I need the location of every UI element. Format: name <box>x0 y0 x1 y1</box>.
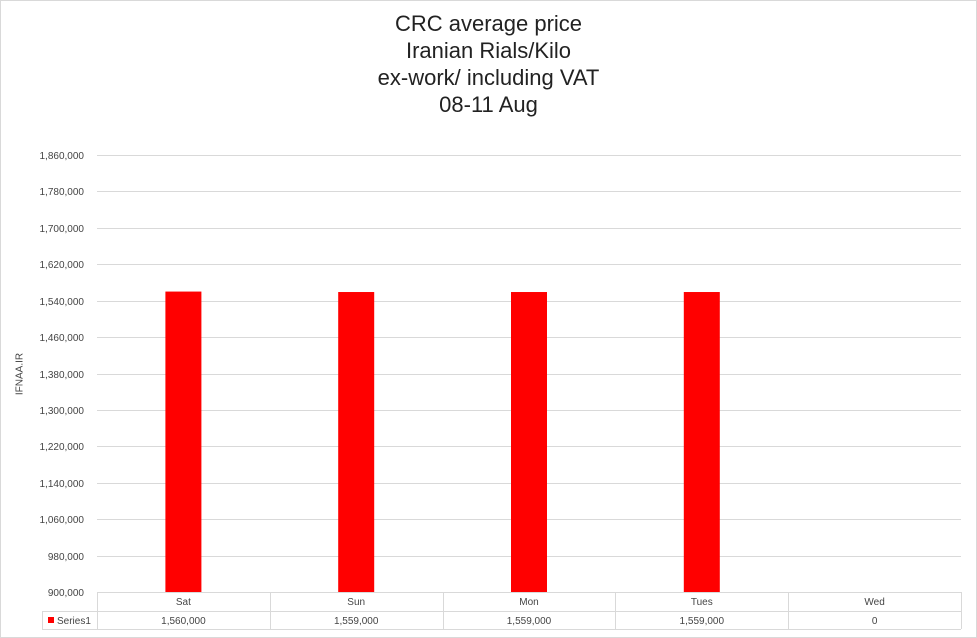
x-category-label: Tues <box>691 597 713 608</box>
x-category-label: Wed <box>864 597 884 608</box>
legend-swatch <box>48 617 54 623</box>
bar <box>511 292 547 592</box>
chart-title: CRC average price Iranian Rials/Kilo ex-… <box>0 10 977 118</box>
legend-series-name: Series1 <box>57 616 91 627</box>
data-table-value: 1,559,000 <box>507 616 552 627</box>
y-tick-label: 1,460,000 <box>40 333 85 344</box>
y-tick-label: 1,380,000 <box>40 370 85 381</box>
data-table-value: 1,559,000 <box>334 616 379 627</box>
chart-title-line-1: CRC average price <box>394 11 583 36</box>
chart-title-line-4: 08-11 Aug <box>439 92 538 117</box>
y-tick-label: 1,140,000 <box>40 479 85 490</box>
x-category-label: Mon <box>519 597 538 608</box>
y-tick-label: 1,780,000 <box>40 187 85 198</box>
y-tick-label: 1,620,000 <box>40 260 85 271</box>
bar <box>683 292 720 592</box>
y-tick-label: 1,220,000 <box>40 442 85 453</box>
y-tick-label: 1,700,000 <box>40 224 85 235</box>
x-category-label: Sun <box>347 597 365 608</box>
data-table-value: 1,559,000 <box>680 616 725 627</box>
data-table-value: 1,560,000 <box>161 616 206 627</box>
bar <box>338 292 375 592</box>
bar <box>165 291 202 592</box>
y-tick-label: 1,540,000 <box>40 297 85 308</box>
chart-title-line-3: ex-work/ including VAT <box>377 65 600 90</box>
y-tick-label: 900,000 <box>48 588 85 599</box>
y-tick-label: 980,000 <box>48 552 85 563</box>
y-tick-label: 1,860,000 <box>40 151 85 162</box>
x-category-label: Sat <box>176 597 191 608</box>
y-tick-label: 1,300,000 <box>40 406 85 417</box>
chart-title-line-2: Iranian Rials/Kilo <box>405 38 572 63</box>
y-tick-label: 1,060,000 <box>40 515 85 526</box>
data-table-value: 0 <box>872 616 878 627</box>
